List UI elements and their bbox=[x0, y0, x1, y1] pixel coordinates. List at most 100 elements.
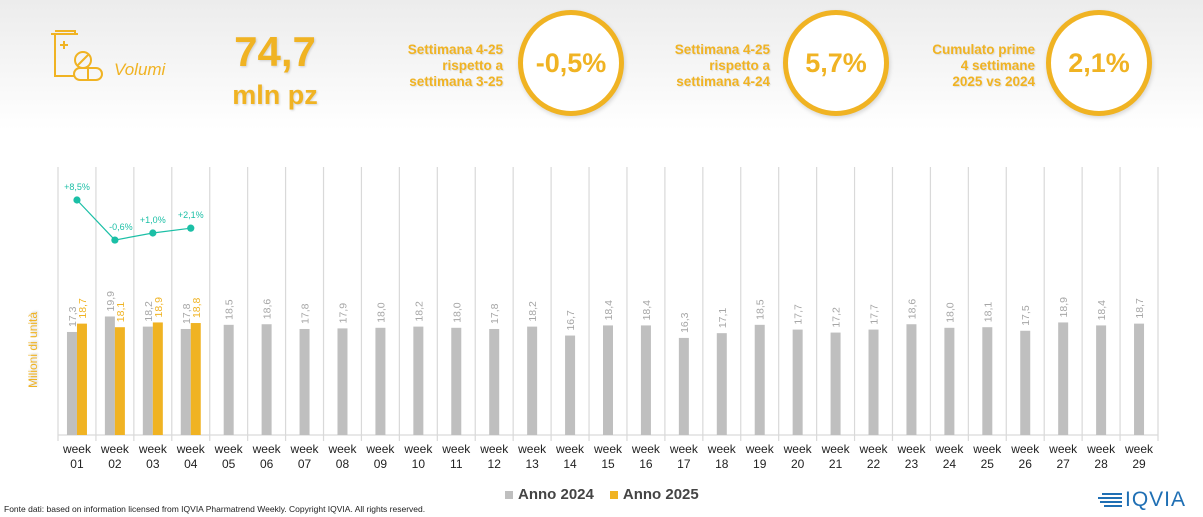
x-tick-label: 23 bbox=[905, 457, 919, 471]
kpi-label-line: Settimana 4-25 bbox=[407, 42, 503, 57]
bar-2024 bbox=[261, 324, 272, 435]
bar-label-2024: 18,0 bbox=[944, 302, 956, 323]
bar-label-2024: 18,9 bbox=[1058, 297, 1070, 318]
x-tick-label: 24 bbox=[943, 457, 957, 471]
x-tick-label: 22 bbox=[867, 457, 881, 471]
x-tick-label: week bbox=[783, 442, 813, 456]
x-tick-label: week bbox=[327, 442, 357, 456]
x-tick-label: week bbox=[593, 442, 623, 456]
x-tick-label: 27 bbox=[1056, 457, 1070, 471]
bar-label-2025: 18,9 bbox=[153, 297, 165, 318]
bar-label-2024: 16,3 bbox=[679, 312, 691, 333]
bar-2024 bbox=[104, 316, 115, 435]
x-tick-label: 11 bbox=[450, 457, 463, 471]
x-tick-label: 18 bbox=[715, 457, 729, 471]
bar-label-2024: 17,8 bbox=[181, 303, 193, 324]
bar-2024 bbox=[830, 332, 841, 435]
x-tick-label: 25 bbox=[981, 457, 995, 471]
x-tick-label: week bbox=[1086, 442, 1116, 456]
kpi-label-line: Cumulato prime bbox=[932, 42, 1035, 57]
bar-label-2024: 18,0 bbox=[375, 302, 387, 323]
bar-2024 bbox=[640, 325, 651, 435]
bar-2024 bbox=[754, 324, 765, 435]
x-tick-label: week bbox=[441, 442, 471, 456]
bar-2025 bbox=[190, 323, 201, 435]
bar-label-2025: 18,1 bbox=[115, 302, 127, 323]
x-tick-label: week bbox=[365, 442, 395, 456]
x-tick-label: week bbox=[934, 442, 964, 456]
kpi-weekly-change-label: Settimana 4-25 rispetto a settimana 3-25 bbox=[363, 42, 503, 90]
growth-label: +1,0% bbox=[140, 215, 166, 225]
x-tick-label: week bbox=[1010, 442, 1040, 456]
growth-line bbox=[76, 199, 191, 241]
legend-item-2025: Anno 2025 bbox=[609, 486, 699, 503]
iqvia-stripes-icon bbox=[1098, 493, 1122, 507]
x-tick-label: 13 bbox=[525, 457, 539, 471]
kpi-label-line: Settimana 4-25 bbox=[674, 42, 770, 57]
bar-label-2024: 17,9 bbox=[337, 303, 349, 324]
bar-2024 bbox=[413, 326, 424, 435]
bar-2024 bbox=[678, 337, 689, 435]
bar-label-2024: 17,8 bbox=[489, 303, 501, 324]
bar-2024 bbox=[1134, 323, 1145, 435]
bar-2024 bbox=[66, 331, 77, 435]
bar-2024 bbox=[792, 329, 803, 435]
bar-label-2024: 18,2 bbox=[413, 301, 425, 322]
bar-label-2024: 18,4 bbox=[603, 300, 615, 321]
kpi-yoy-week-label: Settimana 4-25 rispetto a settimana 4-24 bbox=[630, 42, 770, 90]
bar-label-2024: 18,6 bbox=[262, 299, 274, 320]
x-tick-label: week bbox=[896, 442, 926, 456]
x-tick-label: week bbox=[403, 442, 433, 456]
legend-swatch-2025 bbox=[609, 490, 618, 499]
bar-2024 bbox=[1058, 322, 1069, 435]
x-tick-label: 21 bbox=[829, 457, 843, 471]
x-tick-label: 26 bbox=[1019, 457, 1033, 471]
x-tick-label: week bbox=[669, 442, 699, 456]
x-tick-label: week bbox=[707, 442, 737, 456]
x-tick-label: week bbox=[214, 442, 244, 456]
bar-2024 bbox=[906, 324, 917, 435]
bar-label-2024: 17,7 bbox=[793, 304, 805, 325]
x-tick-label: 08 bbox=[336, 457, 350, 471]
bar-label-2024: 18,2 bbox=[527, 301, 539, 322]
bar-2024 bbox=[565, 335, 576, 435]
x-tick-label: 20 bbox=[791, 457, 805, 471]
x-tick-label: 17 bbox=[677, 457, 691, 471]
x-tick-label: week bbox=[138, 442, 168, 456]
bar-2024 bbox=[375, 327, 386, 435]
x-tick-label: 29 bbox=[1132, 457, 1146, 471]
bar-label-2024: 17,7 bbox=[869, 304, 881, 325]
bar-label-2024: 17,2 bbox=[831, 307, 843, 328]
x-tick-label: 02 bbox=[108, 457, 122, 471]
total-volume-value: 74,7 bbox=[234, 28, 316, 75]
bar-label-2024: 17,3 bbox=[67, 306, 79, 327]
kpi-cumulative-label: Cumulato prime 4 settimane 2025 vs 2024 bbox=[895, 42, 1035, 90]
bar-2024 bbox=[337, 328, 348, 435]
kpi-label-line: 4 settimane bbox=[960, 58, 1035, 73]
bar-label-2024: 19,9 bbox=[105, 291, 117, 312]
growth-label: +8,5% bbox=[64, 182, 90, 192]
bar-2024 bbox=[299, 328, 310, 435]
bar-2025 bbox=[76, 323, 87, 435]
bar-2024 bbox=[223, 324, 234, 435]
category-label: Volumi bbox=[114, 60, 166, 79]
bar-label-2024: 18,4 bbox=[1096, 300, 1108, 321]
bar-label-2024: 18,5 bbox=[755, 299, 767, 320]
x-tick-label: week bbox=[1124, 442, 1154, 456]
x-tick-label: 14 bbox=[563, 457, 577, 471]
x-tick-label: week bbox=[972, 442, 1002, 456]
legend-item-2024: Anno 2024 bbox=[505, 486, 594, 503]
x-tick-label: 04 bbox=[184, 457, 198, 471]
bar-label-2024: 17,8 bbox=[300, 303, 312, 324]
x-tick-label: 19 bbox=[753, 457, 767, 471]
bar-label-2024: 17,5 bbox=[1020, 305, 1032, 326]
x-tick-label: 05 bbox=[222, 457, 236, 471]
bar-2024 bbox=[1020, 330, 1031, 435]
bar-label-2024: 18,6 bbox=[906, 299, 918, 320]
bar-2024 bbox=[982, 327, 993, 435]
x-tick-label: 07 bbox=[298, 457, 312, 471]
x-tick-label: 28 bbox=[1094, 457, 1108, 471]
bar-2024 bbox=[142, 326, 153, 435]
total-volume-unit: mln pz bbox=[232, 80, 318, 110]
x-tick-label: week bbox=[631, 442, 661, 456]
